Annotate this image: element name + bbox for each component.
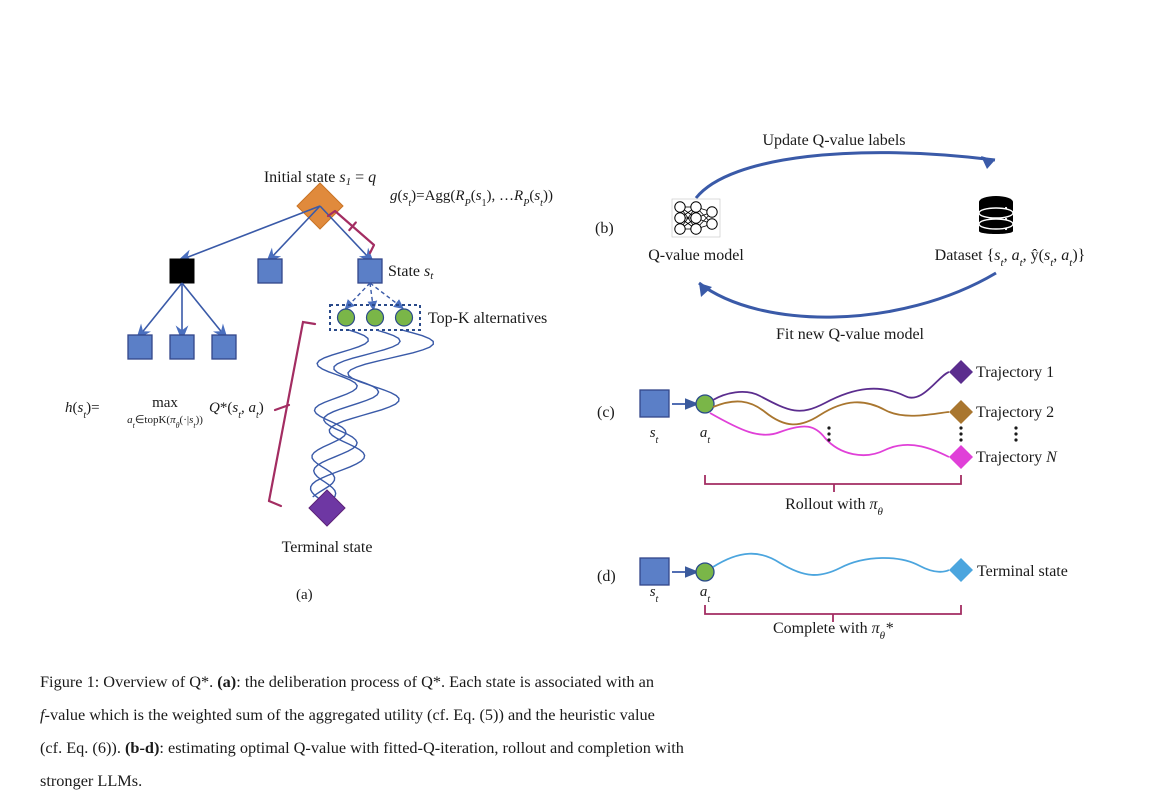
svg-text:Terminal state: Terminal state [977,563,1068,580]
svg-text:h(st)=: h(st)= [65,400,100,421]
svg-text:at: at [700,584,711,605]
svg-text:(d): (d) [597,568,616,585]
svg-text:Dataset {st, at, ŷ(st, at)}: Dataset {st, at, ŷ(st, at)} [935,247,1086,269]
svg-text:Complete with πθ*: Complete with πθ* [773,620,893,642]
svg-text:Top-K alternatives: Top-K alternatives [428,310,547,327]
svg-text:max: max [152,395,178,411]
svg-text:Trajectory 2: Trajectory 2 [976,404,1054,421]
svg-text:Q-value model: Q-value model [648,247,744,264]
svg-text:(cf. Eq. (6)). (b-d): estimati: (cf. Eq. (6)). (b-d): estimating optimal… [40,738,684,757]
svg-text:Update Q-value labels: Update Q-value labels [762,132,905,149]
svg-text:st: st [650,425,659,446]
svg-text:Terminal state: Terminal state [282,539,373,556]
svg-text:(b): (b) [595,220,614,237]
svg-text:Rollout with πθ: Rollout with πθ [785,496,883,518]
svg-text:Trajectory N: Trajectory N [976,449,1058,466]
svg-text:Trajectory 1: Trajectory 1 [976,364,1054,381]
svg-text:(c): (c) [597,404,615,421]
svg-text:Fit new Q-value model: Fit new Q-value model [776,326,925,343]
svg-text:g(st)=Agg(RP(s1), …RP(st)): g(st)=Agg(RP(s1), …RP(st)) [390,188,553,209]
svg-text:at: at [700,425,711,446]
svg-text:(a): (a) [296,587,313,603]
svg-text:st: st [650,584,659,605]
svg-text:State st: State st [388,263,434,282]
svg-text:Q*(st, at): Q*(st, at) [209,400,264,421]
svg-text:Figure 1: Overview of Q*. (a):: Figure 1: Overview of Q*. (a): the delib… [40,672,654,691]
svg-text:stronger LLMs.: stronger LLMs. [40,771,142,790]
svg-text:at∈topK(πθ(·|st)): at∈topK(πθ(·|st)) [127,414,203,430]
svg-text:f-value which is the weighted: f-value which is the weighted sum of the… [40,705,655,724]
